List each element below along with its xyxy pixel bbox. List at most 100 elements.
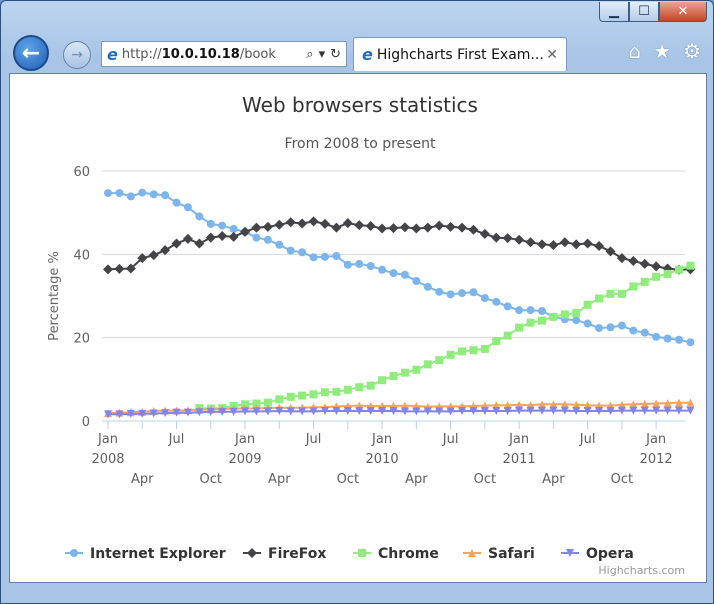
- data-point[interactable]: [492, 337, 501, 345]
- maximize-button[interactable]: ☐: [629, 2, 659, 22]
- series-line[interactable]: [107, 401, 691, 415]
- data-point[interactable]: [594, 241, 605, 251]
- favorites-star-icon[interactable]: ★: [653, 39, 672, 63]
- data-point[interactable]: [343, 407, 352, 415]
- data-point[interactable]: [515, 323, 524, 332]
- data-point[interactable]: [206, 219, 215, 228]
- data-point[interactable]: [252, 407, 261, 416]
- data-point[interactable]: [195, 408, 204, 417]
- series-line[interactable]: [107, 220, 691, 271]
- forward-button[interactable]: →: [63, 41, 91, 69]
- data-point[interactable]: [652, 272, 661, 281]
- legend-item-firefox[interactable]: FireFox: [243, 546, 326, 562]
- dropdown-chevron-icon[interactable]: ▾: [318, 46, 326, 62]
- credits-label[interactable]: Highcharts.com: [598, 564, 685, 577]
- data-point[interactable]: [308, 216, 319, 227]
- data-point[interactable]: [617, 289, 626, 298]
- data-point[interactable]: [458, 347, 467, 356]
- data-point[interactable]: [332, 252, 341, 260]
- data-point[interactable]: [629, 326, 638, 335]
- data-point[interactable]: [399, 222, 410, 233]
- data-point[interactable]: [640, 328, 649, 337]
- data-point[interactable]: [458, 407, 467, 415]
- address-bar[interactable]: e http://10.0.10.18/book ⌕ ▾ ↻: [101, 41, 347, 67]
- data-point[interactable]: [595, 324, 604, 333]
- data-point[interactable]: [378, 265, 387, 274]
- data-point[interactable]: [343, 260, 352, 269]
- data-point[interactable]: [606, 289, 615, 298]
- data-point[interactable]: [675, 406, 683, 415]
- data-point[interactable]: [652, 406, 661, 415]
- data-point[interactable]: [492, 407, 501, 415]
- data-point[interactable]: [480, 294, 489, 303]
- back-button[interactable]: ←: [13, 35, 49, 71]
- data-point[interactable]: [572, 316, 581, 325]
- data-point[interactable]: [240, 226, 251, 237]
- series-opera[interactable]: [104, 406, 695, 419]
- data-point[interactable]: [104, 410, 112, 419]
- data-point[interactable]: [663, 399, 672, 408]
- data-point[interactable]: [663, 406, 672, 415]
- data-point[interactable]: [572, 400, 581, 409]
- data-point[interactable]: [549, 312, 558, 321]
- data-point[interactable]: [342, 218, 353, 229]
- data-point[interactable]: [605, 246, 616, 257]
- data-point[interactable]: [526, 306, 535, 315]
- data-point[interactable]: [412, 407, 421, 416]
- data-point[interactable]: [663, 334, 672, 343]
- data-point[interactable]: [469, 346, 478, 355]
- series-safari[interactable]: [104, 398, 695, 418]
- data-point[interactable]: [183, 203, 192, 212]
- data-point[interactable]: [491, 232, 502, 243]
- data-point[interactable]: [412, 365, 421, 374]
- data-point[interactable]: [423, 407, 432, 416]
- data-point[interactable]: [560, 406, 569, 415]
- data-point[interactable]: [263, 398, 272, 407]
- data-point[interactable]: [652, 399, 661, 408]
- data-point[interactable]: [400, 407, 409, 416]
- data-point[interactable]: [115, 189, 124, 198]
- data-point[interactable]: [229, 224, 238, 233]
- data-point[interactable]: [206, 407, 215, 416]
- data-point[interactable]: [480, 344, 489, 353]
- data-point[interactable]: [559, 237, 570, 248]
- data-point[interactable]: [582, 238, 593, 249]
- data-point[interactable]: [138, 409, 147, 418]
- data-point[interactable]: [651, 261, 662, 272]
- data-point[interactable]: [309, 253, 318, 262]
- data-point[interactable]: [595, 294, 604, 303]
- tab-highcharts[interactable]: e Highcharts First Exam... ✕: [353, 37, 567, 71]
- data-point[interactable]: [400, 368, 409, 377]
- data-point[interactable]: [149, 409, 158, 418]
- data-point[interactable]: [525, 237, 536, 248]
- data-point[interactable]: [126, 409, 135, 418]
- data-point[interactable]: [583, 300, 592, 309]
- data-point[interactable]: [298, 391, 307, 400]
- data-point[interactable]: [161, 191, 170, 200]
- data-point[interactable]: [549, 406, 558, 415]
- data-point[interactable]: [366, 262, 375, 270]
- data-point[interactable]: [616, 253, 627, 264]
- data-point[interactable]: [411, 223, 422, 234]
- data-point[interactable]: [640, 399, 649, 408]
- data-point[interactable]: [125, 263, 136, 274]
- data-point[interactable]: [446, 290, 455, 299]
- data-point[interactable]: [126, 192, 135, 201]
- data-point[interactable]: [194, 238, 205, 249]
- data-point[interactable]: [583, 407, 592, 415]
- data-point[interactable]: [274, 219, 285, 230]
- series-line[interactable]: [108, 409, 691, 416]
- data-point[interactable]: [537, 406, 546, 415]
- data-point[interactable]: [195, 212, 204, 221]
- data-point[interactable]: [400, 270, 409, 279]
- search-icon[interactable]: ⌕: [306, 46, 314, 62]
- data-point[interactable]: [366, 407, 375, 415]
- data-point[interactable]: [161, 409, 170, 418]
- data-point[interactable]: [263, 407, 272, 416]
- data-point[interactable]: [492, 297, 501, 306]
- data-point[interactable]: [389, 372, 398, 380]
- data-point[interactable]: [617, 321, 626, 330]
- data-point[interactable]: [515, 406, 524, 415]
- data-point[interactable]: [412, 277, 421, 285]
- legend-item-internet-explorer[interactable]: Internet Explorer: [65, 546, 226, 562]
